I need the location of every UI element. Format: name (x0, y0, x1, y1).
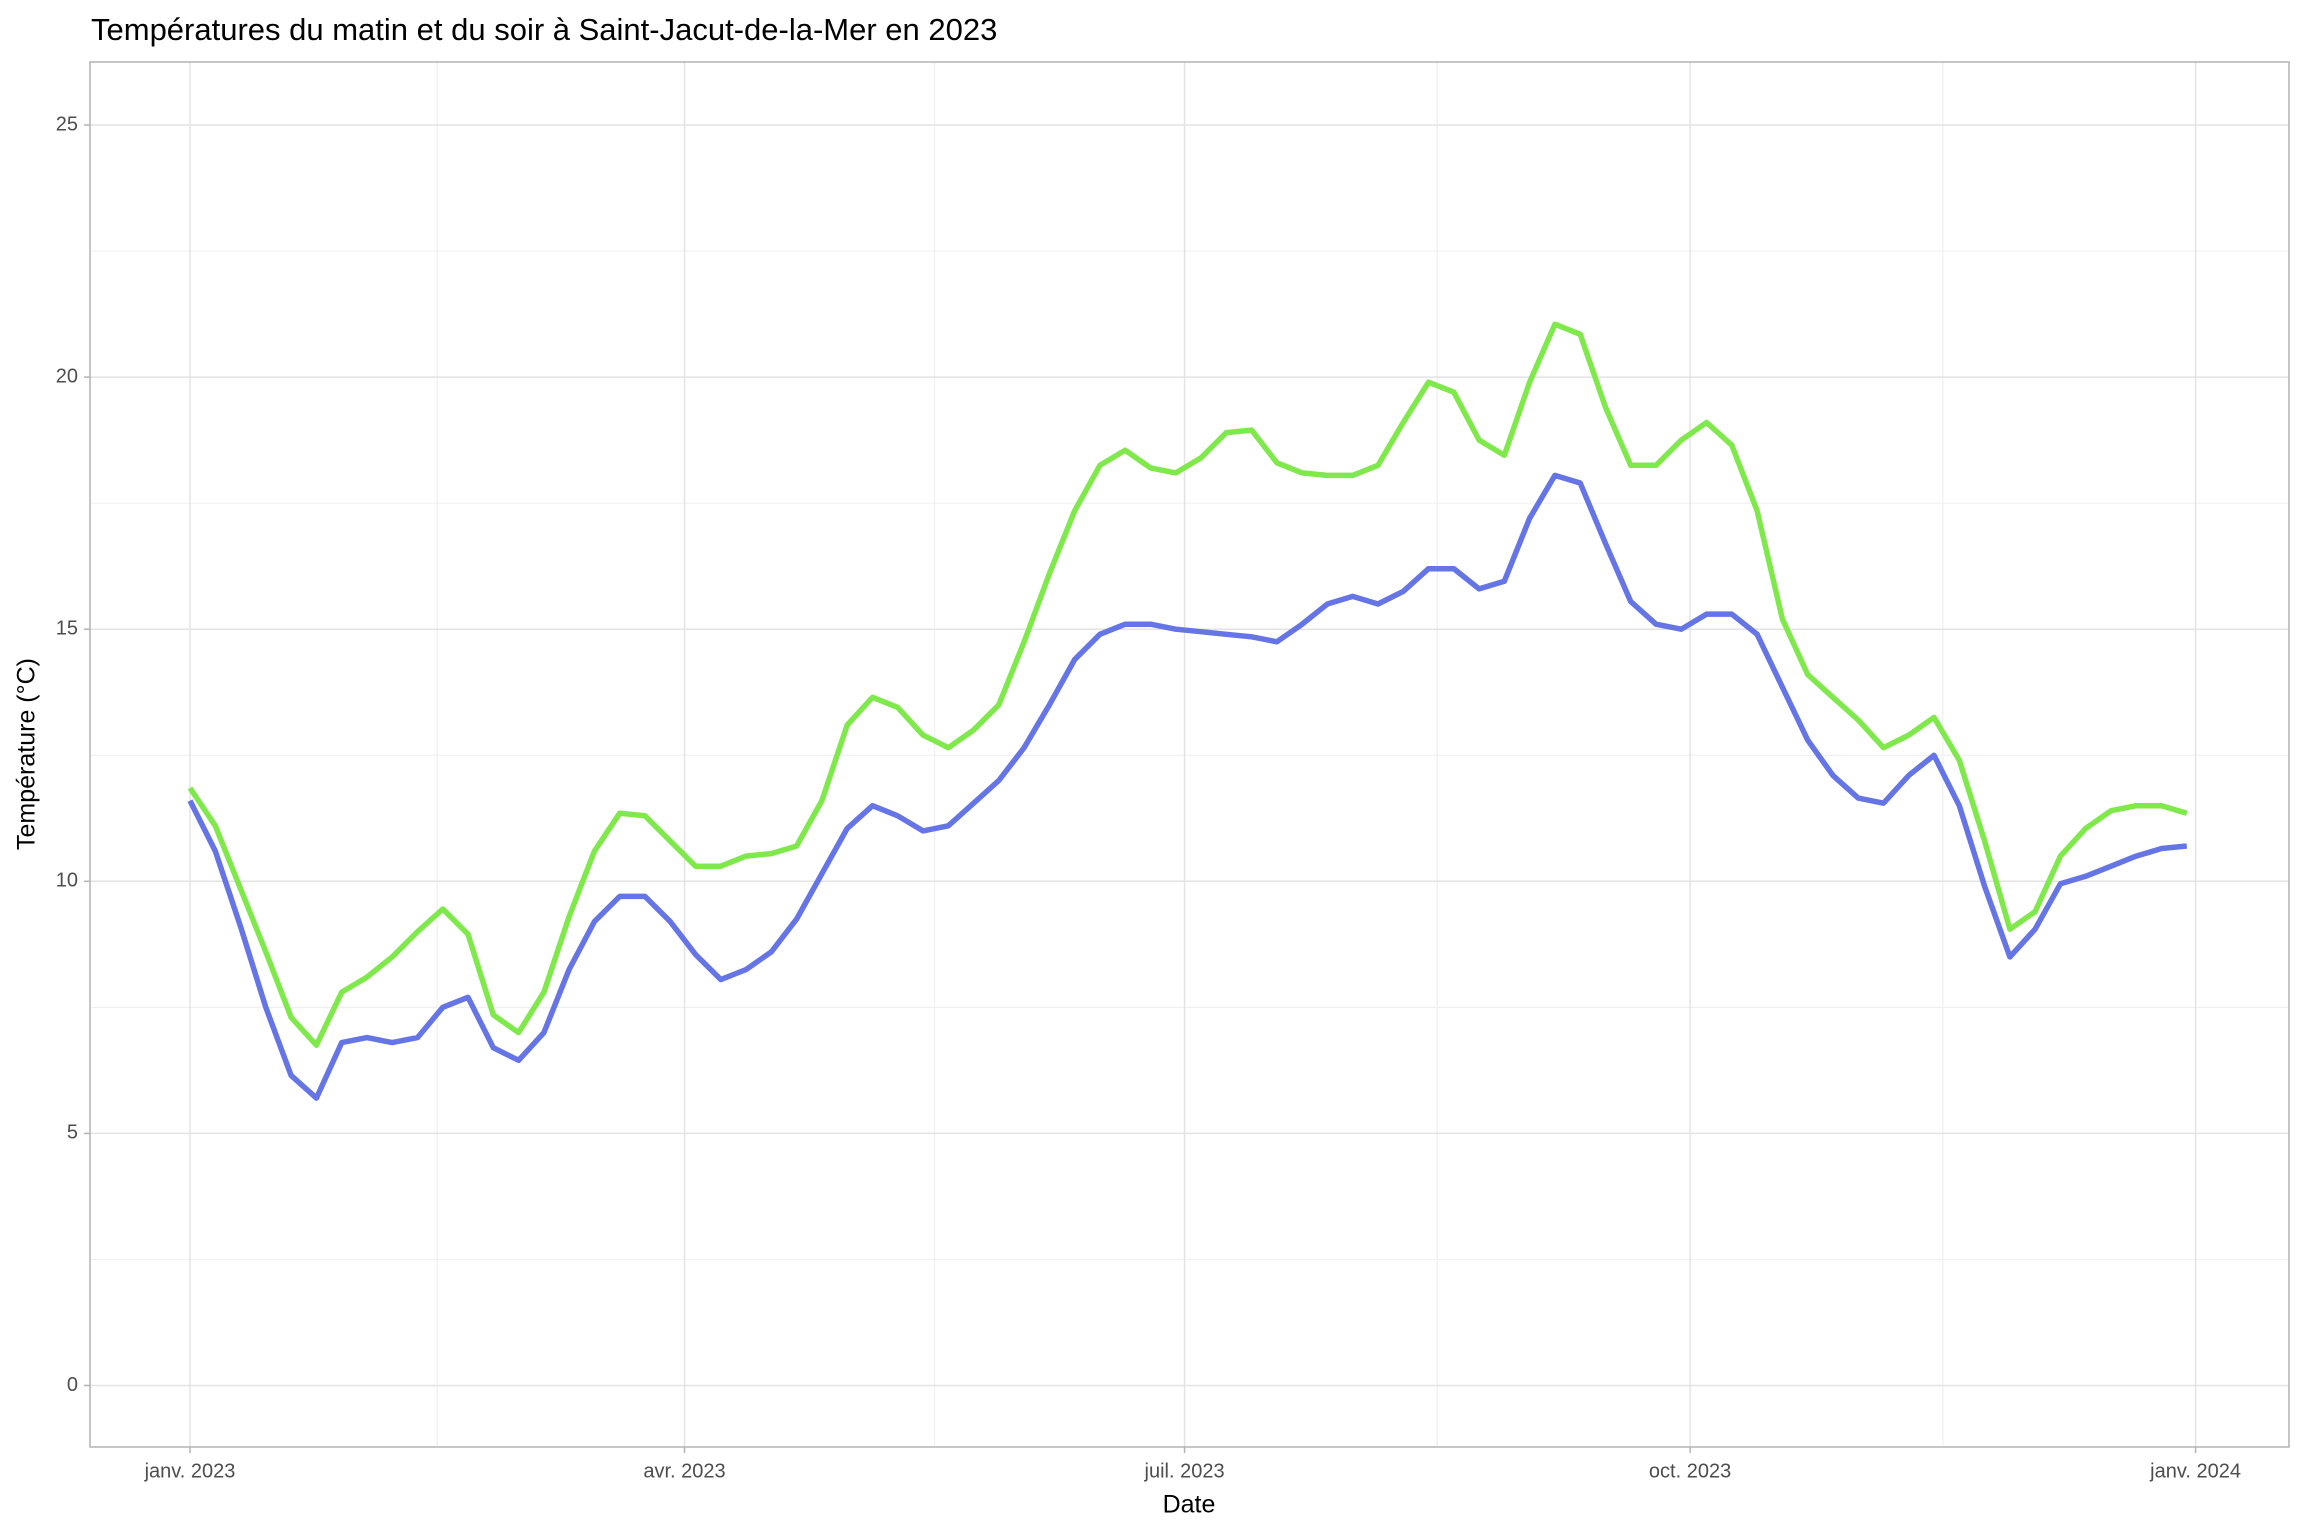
y-tick-label: 15 (56, 617, 78, 639)
y-tick-label: 0 (67, 1374, 78, 1396)
y-axis-title: Température (°C) (13, 658, 41, 850)
chart-title: Températures du matin et du soir à Saint… (91, 12, 997, 47)
x-tick-label: janv. 2024 (2149, 1460, 2241, 1482)
y-tick-label: 25 (56, 113, 78, 135)
y-tick-label: 5 (67, 1122, 78, 1144)
x-axis-title: Date (1163, 1491, 1216, 1519)
line-series (187, 472, 2188, 1101)
y-tick-label: 10 (56, 870, 78, 892)
plot-border (89, 61, 2290, 1448)
x-tick-label: janv. 2023 (144, 1460, 236, 1482)
y-tick-label: 20 (56, 365, 78, 387)
x-tick-label: oct. 2023 (1649, 1460, 1731, 1482)
line-series (187, 321, 2188, 1048)
x-tick-label: avr. 2023 (643, 1460, 725, 1482)
x-tick-label: juil. 2023 (1144, 1460, 1225, 1482)
